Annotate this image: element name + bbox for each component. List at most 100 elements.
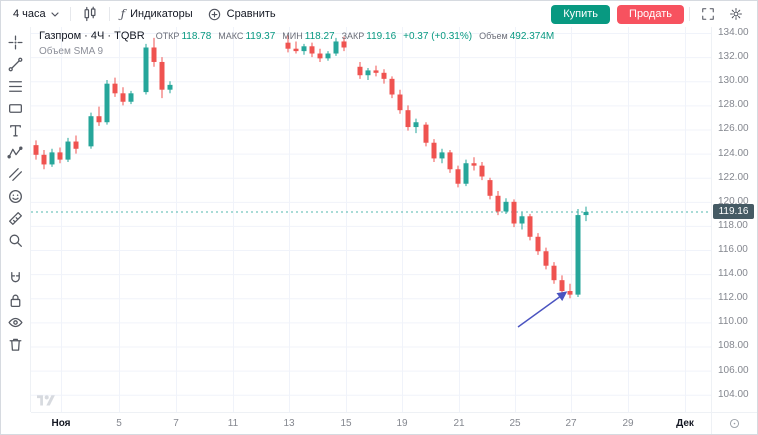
candle[interactable] bbox=[519, 212, 525, 230]
candle[interactable] bbox=[325, 51, 331, 61]
candle[interactable] bbox=[405, 105, 411, 131]
parallel-channel-icon bbox=[9, 167, 22, 181]
indicators-button[interactable]: ƒ Индикаторы bbox=[115, 5, 199, 23]
tool-measure[interactable] bbox=[4, 207, 28, 229]
candle[interactable] bbox=[397, 89, 403, 114]
trash-icon bbox=[9, 338, 22, 351]
candles[interactable] bbox=[33, 35, 589, 299]
tool-fib-retracement[interactable] bbox=[4, 75, 28, 97]
candle[interactable] bbox=[431, 139, 437, 163]
candle[interactable] bbox=[104, 80, 110, 125]
text-icon bbox=[10, 124, 21, 136]
candlestick-chart[interactable] bbox=[31, 27, 713, 414]
candle[interactable] bbox=[49, 148, 55, 167]
candle[interactable] bbox=[567, 283, 573, 299]
crosshair-icon bbox=[8, 34, 23, 50]
candle[interactable] bbox=[65, 137, 71, 163]
candle[interactable] bbox=[423, 122, 429, 147]
tool-hide-drawings[interactable] bbox=[4, 311, 28, 333]
trend-line-icon bbox=[8, 57, 23, 71]
candle[interactable] bbox=[381, 69, 387, 84]
candle[interactable] bbox=[511, 199, 517, 228]
candle[interactable] bbox=[159, 57, 165, 99]
chart-type-button[interactable] bbox=[76, 3, 104, 25]
annotation-arrow[interactable] bbox=[517, 291, 568, 328]
candle[interactable] bbox=[503, 198, 509, 214]
candle[interactable] bbox=[120, 87, 126, 106]
symbol-title[interactable]: Газпром · 4Ч · TQBR bbox=[39, 30, 145, 42]
candle[interactable] bbox=[301, 43, 307, 55]
volume-indicator-label[interactable]: Объем SMA 9 bbox=[39, 46, 104, 57]
candle[interactable] bbox=[167, 81, 173, 94]
candle[interactable] bbox=[357, 61, 363, 79]
candle[interactable] bbox=[551, 262, 557, 284]
candle[interactable] bbox=[389, 76, 395, 99]
candle[interactable] bbox=[583, 206, 589, 222]
drawing-toolbar bbox=[1, 27, 31, 412]
interval-dropdown[interactable]: 4 часа bbox=[7, 5, 65, 23]
tool-trend-line[interactable] bbox=[4, 53, 28, 75]
ohlc-key: МАКС bbox=[218, 31, 244, 41]
fullscreen-button[interactable] bbox=[695, 4, 721, 24]
xabcd-pattern-icon bbox=[7, 146, 23, 158]
tool-shapes[interactable] bbox=[4, 97, 28, 119]
candle[interactable] bbox=[527, 213, 533, 241]
tool-emoji[interactable] bbox=[4, 185, 28, 207]
candle[interactable] bbox=[41, 149, 47, 170]
tool-zoom[interactable] bbox=[4, 229, 28, 251]
tool-text[interactable] bbox=[4, 119, 28, 141]
candle[interactable] bbox=[535, 233, 541, 255]
buy-button[interactable]: Купить bbox=[551, 4, 611, 24]
candle[interactable] bbox=[151, 37, 157, 67]
price-axis[interactable]: 119.16 134.00 132.00 130.00 128.00 126.00 124… bbox=[711, 27, 757, 414]
time-axis-label: 25 bbox=[509, 418, 521, 429]
tool-lock[interactable] bbox=[4, 289, 28, 311]
tradingview-logo[interactable] bbox=[37, 393, 59, 412]
toolbar-left-group: 4 часа ƒ Индикаторы Сравнить bbox=[7, 3, 282, 25]
compare-button[interactable]: Сравнить bbox=[201, 4, 282, 25]
candle[interactable] bbox=[33, 140, 39, 160]
chart-area[interactable]: Газпром · 4Ч · TQBR ОТКР 118.78 МАКС 119.37 М… bbox=[31, 27, 713, 414]
price-axis-label: 130.00 bbox=[718, 75, 749, 87]
candle[interactable] bbox=[57, 147, 63, 164]
candle[interactable] bbox=[96, 106, 102, 126]
candle[interactable] bbox=[463, 159, 469, 187]
candle[interactable] bbox=[341, 36, 347, 52]
candle[interactable] bbox=[439, 148, 445, 164]
candle[interactable] bbox=[471, 157, 477, 171]
tool-magnet[interactable] bbox=[4, 267, 28, 289]
candle[interactable] bbox=[559, 275, 565, 295]
candle[interactable] bbox=[447, 149, 453, 173]
candle[interactable] bbox=[128, 90, 134, 105]
tool-remove-drawings[interactable] bbox=[4, 333, 28, 355]
candle[interactable] bbox=[309, 42, 315, 58]
candle[interactable] bbox=[365, 67, 371, 81]
candle[interactable] bbox=[293, 41, 299, 54]
candle[interactable] bbox=[479, 162, 485, 181]
tool-parallel-channel[interactable] bbox=[4, 163, 28, 185]
settings-button[interactable] bbox=[723, 4, 749, 24]
sell-button[interactable]: Продать bbox=[617, 4, 684, 24]
candle[interactable] bbox=[88, 112, 94, 149]
time-axis[interactable]: Ноя 5 7 11 13 15 19 21 25 27 29 Дек bbox=[31, 412, 713, 434]
candle[interactable] bbox=[112, 77, 118, 97]
candle[interactable] bbox=[543, 247, 549, 270]
candle[interactable] bbox=[575, 209, 581, 298]
candle[interactable] bbox=[495, 190, 501, 216]
candle[interactable] bbox=[413, 118, 419, 134]
candle[interactable] bbox=[317, 48, 323, 62]
candle[interactable] bbox=[333, 37, 339, 56]
candle[interactable] bbox=[487, 177, 493, 200]
candle[interactable] bbox=[373, 65, 379, 77]
time-axis-label: 15 bbox=[340, 418, 352, 429]
candle[interactable] bbox=[455, 165, 461, 188]
axis-corner[interactable] bbox=[711, 412, 757, 434]
candle[interactable] bbox=[73, 135, 79, 154]
price-axis-label: 124.00 bbox=[718, 147, 749, 159]
price-axis-label: 108.00 bbox=[718, 340, 749, 352]
tool-pattern[interactable] bbox=[4, 141, 28, 163]
candle[interactable] bbox=[285, 35, 291, 53]
candle[interactable] bbox=[143, 43, 149, 95]
tool-crosshair[interactable] bbox=[4, 31, 28, 53]
ohlc-value-low: 118.27 bbox=[304, 31, 335, 42]
